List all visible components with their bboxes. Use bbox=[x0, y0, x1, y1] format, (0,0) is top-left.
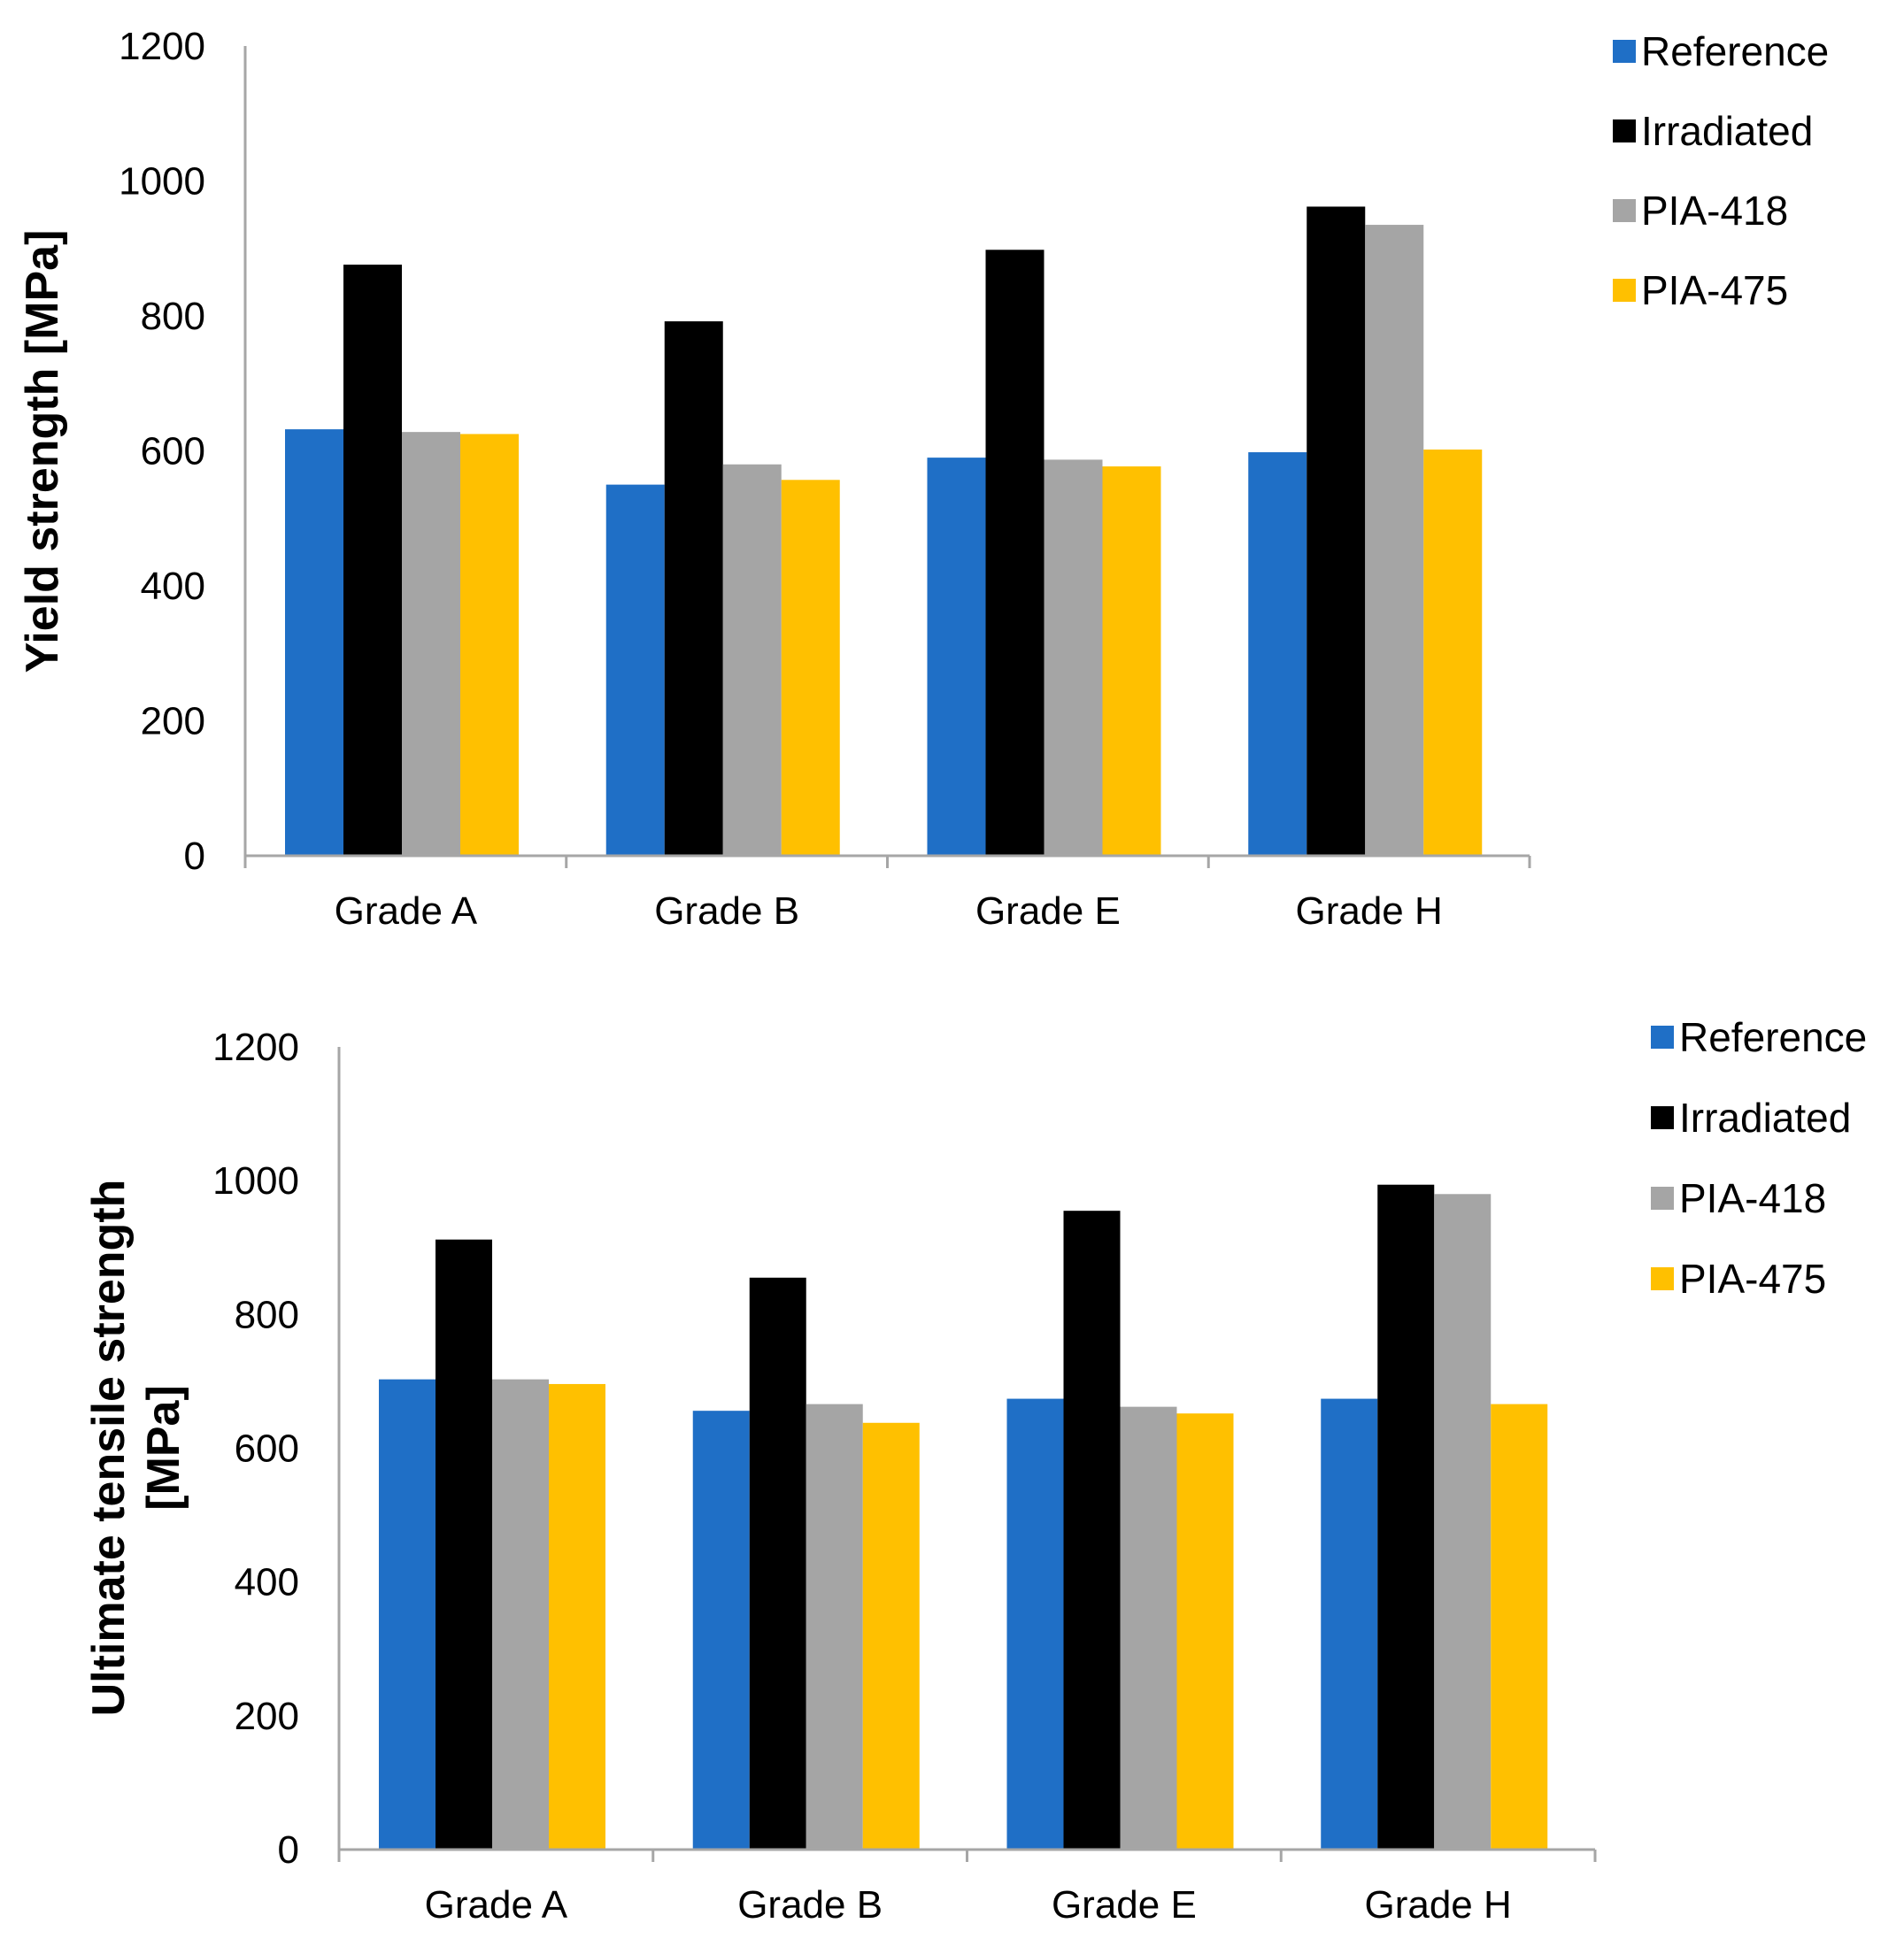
legend-swatch bbox=[1651, 1106, 1674, 1129]
y-tick-label: 400 bbox=[235, 1561, 299, 1604]
bar-pia-475-grade-h bbox=[1491, 1404, 1548, 1850]
bar-pia-418-grade-b bbox=[722, 464, 782, 856]
legend-swatch bbox=[1651, 1026, 1674, 1049]
y-tick-label: 1000 bbox=[212, 1159, 299, 1203]
x-category-label: Grade B bbox=[737, 1883, 883, 1927]
bar-pia-475-grade-e bbox=[1102, 466, 1161, 856]
yield-strength-chart: 0 200 400 600 800 1000 1200 Grade A Grade B Grade… bbox=[17, 25, 1829, 933]
legend-label: PIA-475 bbox=[1641, 267, 1788, 313]
bar-pia-418-grade-a bbox=[492, 1379, 549, 1850]
legend-label: Irradiated bbox=[1679, 1095, 1851, 1141]
bar-pia-475-grade-b bbox=[781, 480, 840, 856]
bar-pia-475-grade-a bbox=[460, 434, 519, 856]
y-tick-label: 200 bbox=[235, 1695, 299, 1738]
legend-swatch bbox=[1651, 1187, 1674, 1210]
bar-reference-grade-e bbox=[927, 458, 986, 856]
bar-irradiated-grade-b bbox=[749, 1277, 806, 1850]
legend-label: Reference bbox=[1679, 1014, 1867, 1060]
legend: Reference Irradiated PIA-418 PIA-475 bbox=[1613, 28, 1829, 313]
x-category-label: Grade A bbox=[425, 1883, 568, 1927]
bar-pia-475-grade-h bbox=[1423, 449, 1483, 856]
bar-irradiated-grade-a bbox=[343, 265, 402, 856]
legend-swatch bbox=[1613, 40, 1636, 63]
bar-irradiated-grade-a bbox=[436, 1239, 492, 1850]
bar-irradiated-grade-h bbox=[1307, 206, 1366, 857]
bar-reference-grade-h bbox=[1321, 1398, 1378, 1850]
bar-pia-418-grade-h bbox=[1365, 225, 1424, 856]
bar-pia-418-grade-b bbox=[806, 1404, 863, 1850]
bar-reference-grade-h bbox=[1248, 452, 1307, 856]
x-category-label: Grade H bbox=[1364, 1883, 1511, 1927]
bar-irradiated-grade-e bbox=[1063, 1211, 1121, 1850]
y-tick-label: 800 bbox=[235, 1293, 299, 1336]
legend-swatch bbox=[1613, 119, 1636, 142]
x-category-label: Grade E bbox=[975, 889, 1121, 933]
legend-label: Reference bbox=[1641, 28, 1829, 74]
bar-reference-grade-a bbox=[379, 1379, 436, 1850]
legend-label: PIA-418 bbox=[1679, 1175, 1826, 1221]
legend-swatch bbox=[1651, 1267, 1674, 1290]
bar-irradiated-grade-h bbox=[1377, 1184, 1435, 1850]
y-tick-label: 1000 bbox=[119, 160, 205, 204]
bar-pia-418-grade-h bbox=[1434, 1194, 1492, 1850]
legend: Reference Irradiated PIA-418 PIA-475 bbox=[1651, 1014, 1867, 1302]
y-axis-title: Yield strength [MPa] bbox=[17, 230, 68, 673]
bar-pia-418-grade-e bbox=[1044, 459, 1103, 856]
y-tick-label: 400 bbox=[141, 565, 205, 608]
bar-pia-475-grade-b bbox=[862, 1422, 920, 1850]
y-tick-label: 600 bbox=[141, 430, 205, 473]
x-category-label: Grade A bbox=[335, 889, 478, 933]
y-tick-label: 0 bbox=[184, 835, 205, 878]
bar-reference-grade-e bbox=[1006, 1398, 1064, 1850]
x-category-label: Grade B bbox=[654, 889, 799, 933]
y-tick-label: 1200 bbox=[119, 25, 205, 68]
y-tick-label: 800 bbox=[141, 295, 205, 338]
bar-pia-475-grade-a bbox=[549, 1383, 605, 1850]
bar-irradiated-grade-b bbox=[664, 321, 723, 857]
legend-swatch bbox=[1613, 279, 1636, 302]
bar-pia-475-grade-e bbox=[1176, 1413, 1234, 1850]
y-tick-label: 0 bbox=[278, 1828, 299, 1872]
x-category-label: Grade H bbox=[1295, 889, 1442, 933]
y-tick-label: 1200 bbox=[212, 1026, 299, 1069]
legend-label: Irradiated bbox=[1641, 108, 1813, 154]
y-tick-label: 600 bbox=[235, 1427, 299, 1471]
bar-irradiated-grade-e bbox=[985, 250, 1045, 856]
bar-reference-grade-a bbox=[285, 429, 343, 856]
y-tick-label: 200 bbox=[141, 700, 205, 743]
legend-swatch bbox=[1613, 199, 1636, 222]
x-category-label: Grade E bbox=[1052, 1883, 1197, 1927]
ultimate-tensile-strength-chart: 0 200 400 600 800 1000 1200 Grade A Grade B Grade… bbox=[83, 1014, 1867, 1927]
legend-label: PIA-418 bbox=[1641, 188, 1788, 234]
bar-pia-418-grade-e bbox=[1120, 1406, 1177, 1850]
y-axis-title: Ultimate tensile strength[MPa] bbox=[83, 1180, 189, 1717]
bar-reference-grade-b bbox=[692, 1411, 750, 1850]
bar-pia-418-grade-a bbox=[402, 432, 460, 856]
legend-label: PIA-475 bbox=[1679, 1256, 1826, 1302]
bar-reference-grade-b bbox=[605, 484, 665, 856]
